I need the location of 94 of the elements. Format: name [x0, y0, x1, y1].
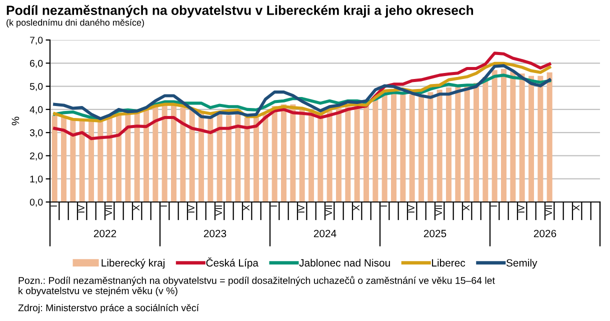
x-tick-label: IV — [78, 204, 84, 212]
bar — [391, 93, 396, 202]
bar — [482, 77, 488, 202]
bar — [216, 114, 222, 202]
bar — [79, 119, 85, 202]
bar — [198, 113, 204, 202]
text: 2025 — [424, 230, 446, 238]
bar — [125, 113, 131, 202]
bar — [418, 94, 424, 202]
bar — [364, 104, 369, 202]
bar — [519, 74, 525, 202]
text: 2024 — [314, 230, 336, 238]
bar — [116, 114, 122, 202]
bar — [382, 93, 388, 202]
bar — [254, 118, 259, 202]
bar — [455, 86, 461, 202]
x-tick-label: X — [243, 204, 250, 211]
bar — [308, 110, 314, 202]
bar — [235, 114, 241, 202]
text: 2022 — [94, 230, 116, 238]
line-series — [53, 52, 552, 140]
bar — [88, 120, 94, 202]
bar — [189, 110, 195, 202]
chart-subtitle: (k poslednímu dni daného měsíce) — [6, 19, 144, 28]
bar — [299, 108, 305, 202]
x-tick-label: VII — [216, 206, 222, 216]
text: 2026 — [534, 230, 556, 238]
y-tick-label: 1,0 — [30, 176, 43, 184]
x-tick-label: VII — [436, 206, 442, 216]
legend-label: Liberec — [432, 258, 466, 267]
bar — [538, 76, 544, 202]
bar — [345, 107, 351, 202]
bar — [464, 85, 470, 202]
legend-label: Liberecký kraj — [102, 258, 164, 269]
bar — [318, 112, 324, 202]
bar — [262, 114, 268, 202]
y-tick-label: 2,0 — [30, 152, 43, 160]
y-tick-label: 4,0 — [30, 106, 43, 114]
bar — [326, 110, 332, 202]
bar — [428, 92, 434, 202]
bar — [400, 93, 406, 202]
x-tick-label: IV — [188, 204, 194, 212]
y-tick-label: 6,0 — [30, 60, 43, 68]
bar — [152, 105, 158, 202]
x-tick-label: IV — [408, 204, 414, 212]
bar — [61, 116, 66, 202]
bar — [290, 104, 296, 202]
y-tick-label: 3,0 — [30, 129, 43, 138]
bar — [501, 68, 506, 202]
bar — [226, 115, 232, 202]
bar — [244, 118, 250, 202]
text: Zdroj: Ministerstvo práce a sociálních věcí — [18, 304, 199, 314]
x-tick-label: X — [133, 204, 140, 211]
text: Pozn.: Podíl nezaměstnaných na obyvatelstvu = podíl dosažitelných uchazečů o zaměstnání ve věku 15–64 let k obyvatelstvu ve stejném věku (v %) — [18, 276, 495, 296]
bar — [162, 104, 168, 202]
x-tick-label: IV — [518, 204, 524, 212]
bar — [171, 105, 176, 202]
text: 2023 — [204, 230, 226, 238]
bar — [354, 106, 360, 202]
legend-label: Česká Lípa — [206, 257, 258, 269]
bar — [436, 90, 442, 202]
bar — [510, 71, 516, 202]
bar — [546, 72, 552, 202]
x-tick-label: VII — [326, 206, 332, 216]
x-tick-label: IV — [298, 204, 304, 212]
bar — [528, 76, 534, 202]
bar — [70, 118, 76, 202]
y-tick-label: 5,0 — [30, 83, 43, 92]
bar — [281, 104, 286, 202]
legend-label: Semily — [506, 258, 538, 269]
x-tick-label: VII — [106, 206, 112, 216]
y-tick-label: 0,0 — [30, 198, 43, 207]
x-tick-label: VII — [546, 206, 552, 216]
legend-label: Jablonec nad Nisou — [299, 258, 390, 267]
chart-title: Podíl nezaměstnaných na obyvatelstvu v Libereckém kraji a jeho okresech — [6, 5, 474, 18]
bar — [52, 115, 58, 202]
y-axis-title: % — [12, 116, 20, 126]
bar — [474, 82, 479, 202]
bar — [336, 108, 342, 202]
y-tick-label: 7,0 — [30, 36, 43, 45]
x-tick-label: X — [463, 204, 470, 211]
bar — [98, 122, 104, 202]
bar — [144, 109, 149, 202]
bar — [272, 106, 278, 202]
bar — [208, 116, 214, 202]
x-tick-label: X — [353, 204, 360, 211]
bar — [372, 99, 378, 202]
bar — [409, 94, 415, 202]
bar — [134, 112, 140, 202]
bar — [492, 70, 498, 202]
bar — [106, 118, 112, 202]
x-tick-label: X — [573, 204, 580, 211]
bar — [180, 108, 186, 202]
bar — [446, 87, 452, 202]
